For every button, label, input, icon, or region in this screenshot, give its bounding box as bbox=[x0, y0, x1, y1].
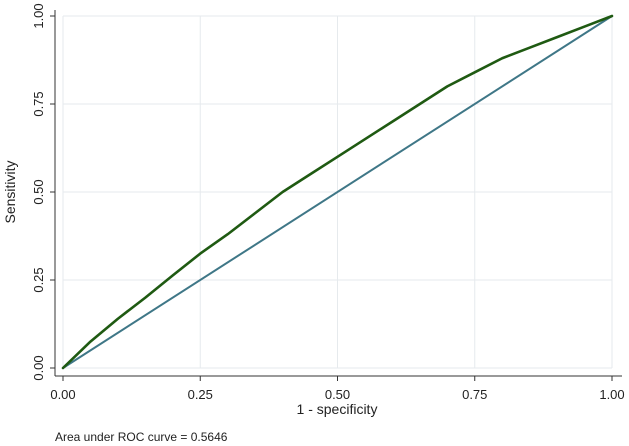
series-layer bbox=[61, 14, 614, 370]
x-tick-label: 0.25 bbox=[188, 387, 213, 402]
reference-line bbox=[62, 15, 613, 369]
x-tick-label: 0.00 bbox=[50, 387, 75, 402]
y-axis-title: Sensitivity bbox=[2, 160, 18, 223]
y-tick-label: 0.75 bbox=[31, 91, 46, 116]
grid-lines bbox=[62, 15, 613, 369]
roc-curve-line bbox=[61, 14, 614, 370]
x-tick-label: 1.00 bbox=[599, 387, 624, 402]
x-tick-label: 0.75 bbox=[462, 387, 487, 402]
y-tick-label: 0.50 bbox=[31, 179, 46, 204]
tick-labels: 0.00 0.25 0.50 0.75 1.00 0.00 0.25 0.50 0.75 1.00 bbox=[31, 3, 625, 402]
y-tick-label: 1.00 bbox=[31, 3, 46, 28]
x-axis-title: 1 - specificity bbox=[297, 401, 378, 417]
y-tick-label: 0.25 bbox=[31, 267, 46, 292]
axes bbox=[50, 10, 622, 381]
auc-annotation: Area under ROC curve = 0.5646 bbox=[55, 430, 228, 444]
y-tick-label: 0.00 bbox=[31, 355, 46, 380]
x-tick-label: 0.50 bbox=[325, 387, 350, 402]
